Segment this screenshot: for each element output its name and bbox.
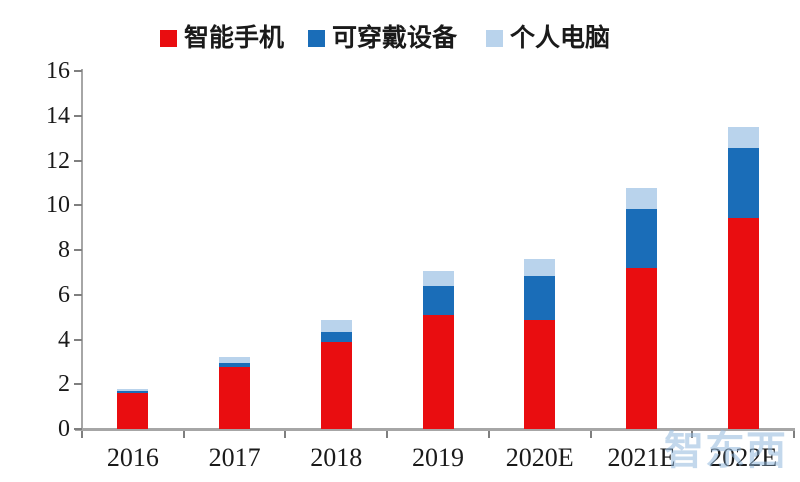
x-tick-mark (589, 431, 592, 438)
bar-segment (625, 188, 657, 209)
y-tick-mark (74, 249, 82, 251)
bar-stack-2016 (117, 388, 149, 429)
x-tick-mark (487, 431, 490, 438)
y-tick-label: 8 (58, 237, 70, 263)
x-axis-label-2019: 2019 (412, 443, 464, 472)
bar-stack-2019 (422, 271, 454, 429)
legend-label-pc: 个人电脑 (510, 24, 611, 52)
y-tick-mark (74, 383, 82, 386)
bar-segment (117, 393, 149, 429)
legend-item-smartphone: 智能手机 (160, 22, 284, 54)
y-tick-mark (74, 428, 82, 430)
chart-legend: 智能手机 可穿戴设备 个人电脑 (0, 22, 800, 56)
x-tick-mark (793, 431, 795, 438)
x-axis-label-2018: 2018 (310, 443, 363, 472)
watermark: 智东西 (664, 428, 787, 473)
bar-segment (117, 388, 149, 391)
bar-segment (727, 126, 759, 149)
legend-label-wearable: 可穿戴设备 (332, 24, 458, 52)
bar-segment (422, 314, 454, 429)
y-tick-label: 2 (58, 371, 70, 398)
bar-stack-2021E (625, 188, 657, 429)
bar-segment (625, 208, 657, 268)
bar-segment (524, 320, 556, 429)
bar-segment (422, 285, 454, 315)
y-tick-label: 0 (58, 416, 70, 442)
y-tick-label: 6 (58, 281, 70, 308)
y-tick-mark (74, 159, 82, 162)
legend-item-wearable: 可穿戴设备 (308, 22, 457, 54)
bar-segment (422, 271, 454, 286)
bar-segment (524, 258, 556, 276)
y-tick-mark (74, 338, 82, 341)
x-tick-mark (284, 431, 287, 438)
pc-swatch-icon (486, 29, 503, 47)
bar-segment (219, 367, 251, 429)
bar-stack-2020E (524, 258, 556, 429)
bar-segment (320, 341, 352, 429)
y-tick-label: 12 (46, 147, 70, 174)
smartphone-swatch-icon (160, 29, 177, 47)
bar-stack-2022E (727, 126, 759, 429)
y-tick-label: 14 (46, 102, 70, 129)
bar-segment (727, 217, 759, 429)
x-axis-line (75, 428, 795, 431)
legend-label-smartphone: 智能手机 (184, 24, 285, 52)
x-tick-mark (182, 431, 185, 438)
y-tick-mark (74, 293, 82, 296)
x-axis-label-2022E: 2022E (709, 443, 778, 472)
bar-segment (625, 267, 657, 429)
bar-segment (117, 390, 149, 394)
bar-segment (727, 148, 759, 218)
bar-stack-2017 (219, 357, 251, 429)
x-tick-mark (691, 431, 694, 438)
bar-stack-2018 (320, 320, 352, 429)
y-tick-mark (74, 204, 82, 207)
y-tick-mark (74, 70, 82, 72)
y-tick-mark (74, 114, 82, 117)
x-axis-label-2017: 2017 (208, 443, 261, 472)
y-axis-line (81, 69, 83, 430)
x-tick-mark (81, 431, 83, 438)
x-axis-label-2020E: 2020E (505, 443, 574, 472)
y-tick-label: 4 (58, 326, 70, 353)
wearable-swatch-icon (308, 29, 325, 47)
bar-segment (219, 357, 251, 363)
bar-segment (219, 363, 251, 368)
x-tick-mark (386, 431, 389, 438)
bar-segment (320, 320, 352, 332)
bar-segment (524, 275, 556, 321)
y-tick-label: 10 (46, 192, 70, 219)
bar-segment (320, 331, 352, 342)
x-axis-label-2021E: 2021E (607, 443, 676, 472)
x-axis-label-2016: 2016 (106, 443, 159, 472)
legend-item-pc: 个人电脑 (486, 22, 610, 54)
y-tick-label: 16 (46, 58, 70, 84)
